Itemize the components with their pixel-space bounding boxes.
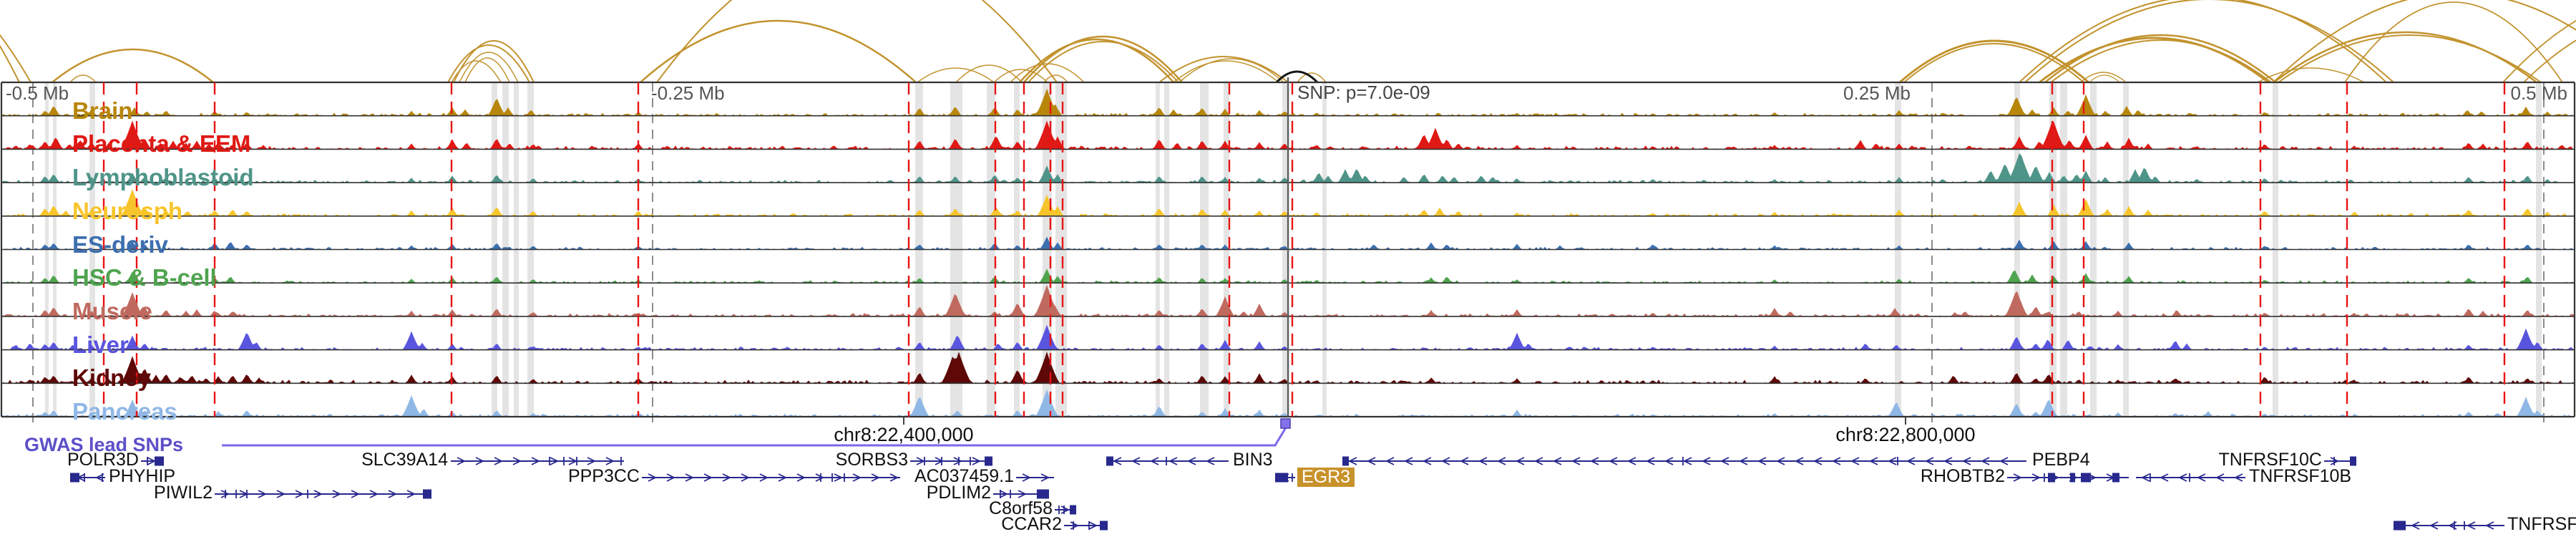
- track-row-placenta-eem[interactable]: [0, 116, 2576, 150]
- gene-ac037459-1[interactable]: [1016, 473, 1054, 482]
- gene-label-pebp4[interactable]: PEBP4: [2032, 450, 2090, 470]
- gene-label-pdlim2[interactable]: PDLIM2: [926, 483, 991, 503]
- track-row-es-deriv[interactable]: [0, 216, 2576, 250]
- gene-label-piwil2[interactable]: PIWIL2: [154, 483, 213, 503]
- track-label-es-deriv: ES-deriv: [72, 231, 168, 258]
- track-label-muscle: Muscle: [72, 297, 152, 324]
- gene-rhobtb2[interactable]: [2007, 473, 2129, 483]
- gene-c8orf58[interactable]: [1055, 505, 1076, 515]
- gwas-snp-marker[interactable]: [1280, 418, 1291, 429]
- gene-label-ppp3cc[interactable]: PPP3CC: [567, 466, 640, 486]
- track-label-neurosph: Neurosph: [72, 197, 183, 224]
- gene-tnfrsf1[interactable]: [2394, 521, 2504, 531]
- track-label-hsc-b-cell: HSC & B-cell: [72, 264, 217, 291]
- gene-label-c8orf58[interactable]: C8orf58: [989, 498, 1053, 518]
- snp-pvalue-label: SNP: p=7.0e-09: [1297, 82, 1430, 103]
- signal-liver: [1, 324, 2575, 350]
- coordinate-label-1: chr8:22,800,000: [1835, 424, 1976, 445]
- gene-pebp4[interactable]: [1342, 456, 2026, 466]
- ruler-label-0: -0.5 Mb: [6, 82, 69, 104]
- track-row-brain[interactable]: [0, 82, 2576, 116]
- gene-label-tnfrsf10c[interactable]: TNFRSF10C: [2218, 450, 2322, 470]
- ruler-label-1: -0.25 Mb: [651, 82, 725, 104]
- gene-tnfrsf10b[interactable]: [2136, 473, 2245, 482]
- gene-track: [70, 456, 2504, 531]
- track-row-liver[interactable]: [0, 316, 2576, 350]
- track-row-lymphoblastoid[interactable]: [0, 149, 2576, 183]
- gene-label-phyhip[interactable]: PHYHIP: [109, 466, 176, 486]
- track-label-kidney: Kidney: [72, 364, 152, 392]
- gene-label-ccar2[interactable]: CCAR2: [1001, 514, 1062, 534]
- track-row-pancreas[interactable]: [0, 383, 2576, 417]
- gene-label-polr3d[interactable]: POLR3D: [67, 450, 139, 470]
- signal-kidney: [1, 352, 2575, 384]
- gwas-lead-snps-label: GWAS lead SNPs: [24, 434, 184, 455]
- gene-ppp3cc[interactable]: [642, 473, 900, 482]
- gene-polr3d[interactable]: [141, 456, 164, 466]
- gene-label-bin3[interactable]: BIN3: [1233, 450, 1273, 470]
- gwas-connector-line: [222, 427, 1287, 447]
- gene-slc39a14[interactable]: [451, 457, 624, 465]
- track-label-placenta-eem: Placenta & EEM: [72, 130, 251, 158]
- interaction-arcs: [0, 0, 2576, 84]
- ruler-label-2: 0.25 Mb: [1843, 82, 1911, 104]
- gene-label-slc39a14[interactable]: SLC39A14: [361, 450, 448, 470]
- gene-label-tnfrsf10b[interactable]: TNFRSF10B: [2249, 466, 2352, 486]
- gene-label-rhobtb2[interactable]: RHOBTB2: [1920, 466, 2005, 486]
- gene-label-tnfrsf1[interactable]: TNFRSF1: [2507, 514, 2576, 534]
- gene-sorbs3[interactable]: [910, 456, 992, 466]
- coordinate-label-0: chr8:22,400,000: [834, 424, 974, 445]
- gene-phyhip[interactable]: [70, 473, 105, 483]
- track-label-pancreas: Pancreas: [72, 398, 177, 425]
- ruler-ticks: [32, 82, 2545, 425]
- track-label-liver: Liver: [72, 331, 129, 358]
- gene-ccar2[interactable]: [1064, 521, 1108, 531]
- signal-tracks: [1, 88, 2575, 417]
- track-row-neurosph[interactable]: [0, 183, 2576, 216]
- snp-black-arc: [1275, 70, 1319, 84]
- track-label-brain: Brain: [72, 97, 133, 124]
- gene-label-sorbs3[interactable]: SORBS3: [835, 450, 908, 470]
- track-row-kidney[interactable]: [0, 350, 2576, 384]
- track-label-lymphoblastoid: Lymphoblastoid: [72, 164, 254, 191]
- gene-pdlim2[interactable]: [993, 489, 1049, 499]
- snp-ld-lines: [102, 77, 2506, 417]
- track-row-muscle[interactable]: [0, 283, 2576, 316]
- gene-bin3[interactable]: [1106, 456, 1229, 466]
- ruler-label-3: 0.5 Mb: [2510, 82, 2568, 104]
- gene-egr3[interactable]: [1275, 473, 1295, 483]
- gene-piwil2[interactable]: [215, 489, 431, 499]
- gene-label-egr3[interactable]: EGR3: [1297, 468, 1355, 487]
- gene-label-ac037459-1[interactable]: AC037459.1: [914, 466, 1014, 486]
- gene-tnfrsf10c[interactable]: [2324, 456, 2356, 466]
- track-row-hsc-b-cell[interactable]: [0, 250, 2576, 284]
